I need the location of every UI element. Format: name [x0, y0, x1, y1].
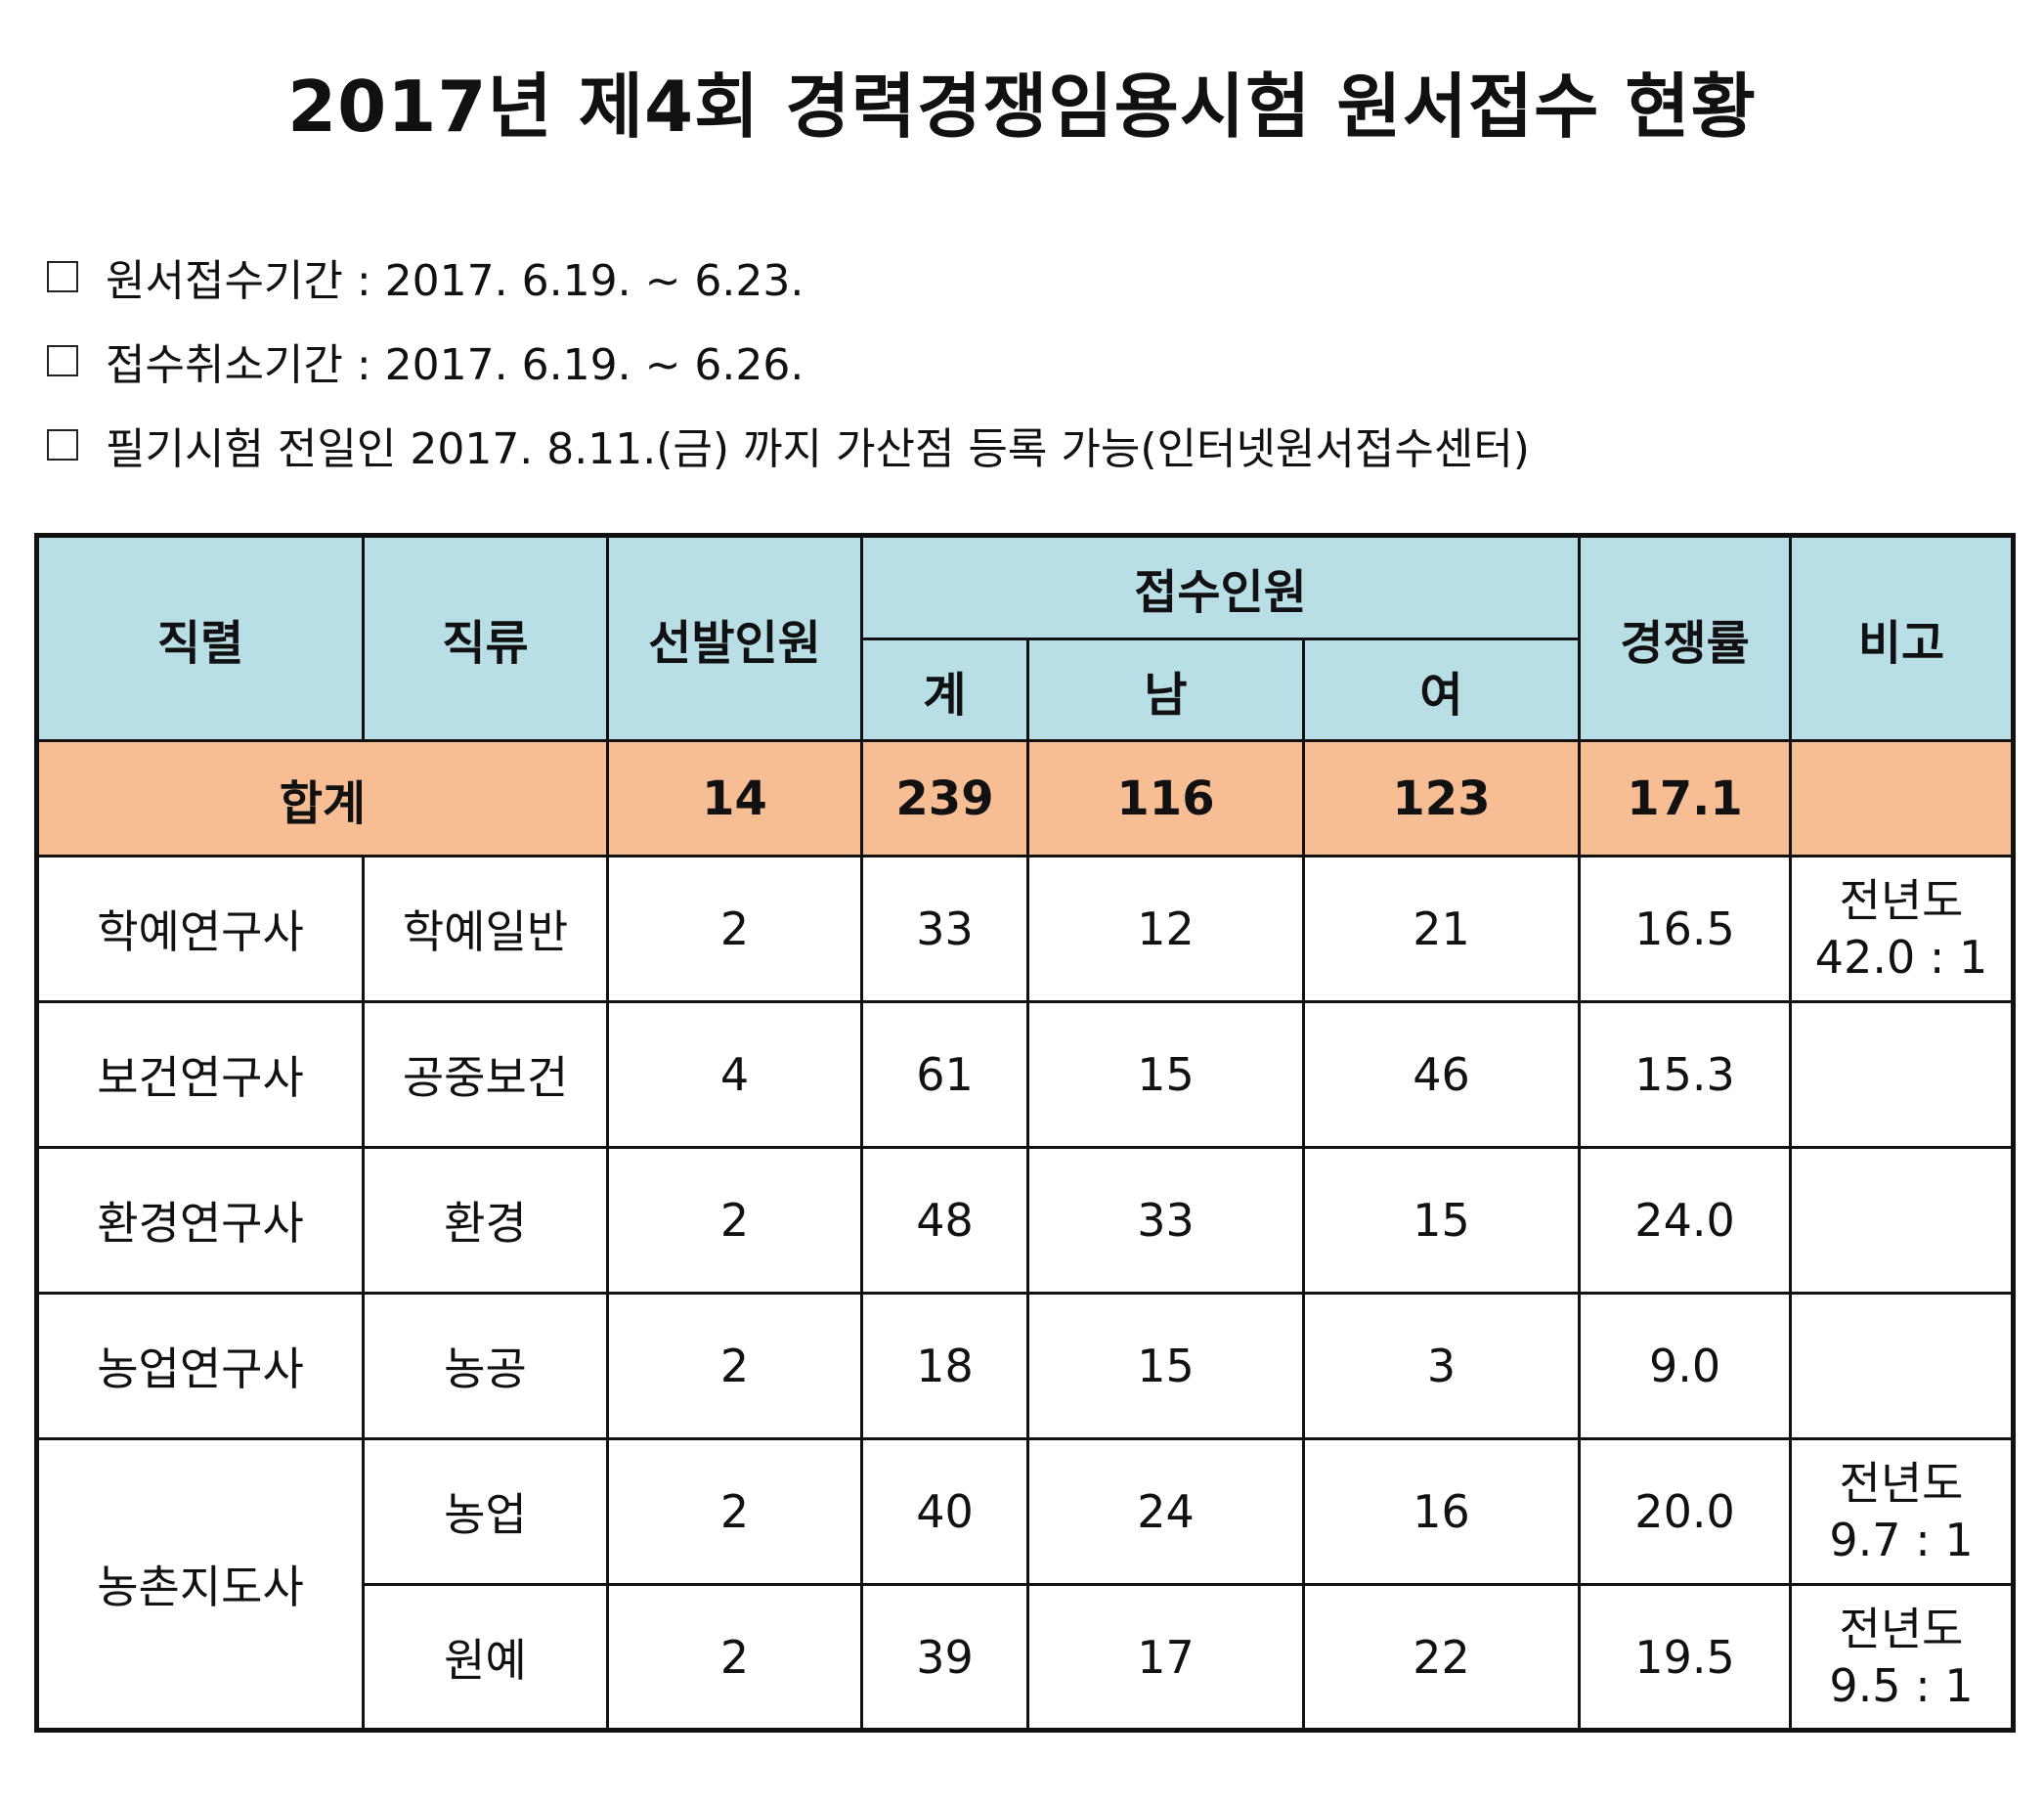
checkbox-square-icon	[47, 345, 78, 376]
total-ratio: 17.1	[1578, 739, 1793, 858]
cell-remark	[1789, 1000, 2016, 1149]
cell-total: 48	[860, 1146, 1029, 1295]
cell-female: 22	[1301, 1583, 1582, 1732]
notice-text: 접수취소기간 : 2017. 6.19. ~ 6.26.	[106, 340, 805, 390]
table-row: 농업연구사 농공 2 18 15 3 9.0	[35, 1292, 2016, 1440]
total-label: 합계	[35, 739, 609, 858]
header-job: 직류	[362, 534, 609, 742]
cell-selected: 2	[606, 1583, 863, 1732]
header-series: 직렬	[35, 534, 365, 742]
notice-list: 원서접수기간 : 2017. 6.19. ~ 6.23. 접수취소기간 : 20…	[47, 235, 1530, 487]
cell-job: 농업	[362, 1437, 609, 1586]
remark-value: 9.7 : 1	[1829, 1514, 1974, 1566]
cell-ratio: 24.0	[1578, 1146, 1793, 1295]
cell-ratio: 16.5	[1578, 855, 1793, 1003]
total-male: 116	[1026, 739, 1305, 858]
checkbox-square-icon	[47, 429, 78, 461]
cell-ratio: 15.3	[1578, 1000, 1793, 1149]
remark-label: 전년도	[1839, 874, 1964, 927]
header-selected: 선발인원	[606, 534, 863, 742]
cell-selected: 2	[606, 855, 863, 1003]
header-applicants: 접수인원	[859, 534, 1582, 640]
cell-total: 40	[860, 1437, 1029, 1586]
table-row: 학예연구사 학예일반 2 33 12 21 16.5 전년도 42.0 : 1	[35, 855, 2016, 1003]
total-remark	[1789, 739, 2016, 858]
cell-male: 33	[1026, 1146, 1305, 1295]
header-remark: 비고	[1789, 534, 2016, 742]
header-ratio: 경쟁률	[1578, 534, 1793, 742]
notice-bonus-points: 필기시험 전일인 2017. 8.11.(금) 까지 가산점 등록 가능(인터넷…	[47, 403, 1530, 487]
cell-remark: 전년도 9.7 : 1	[1789, 1437, 2016, 1586]
cell-job: 농공	[362, 1292, 609, 1440]
notice-cancellation-period: 접수취소기간 : 2017. 6.19. ~ 6.26.	[47, 319, 1530, 403]
total-female: 123	[1301, 739, 1582, 858]
cell-series: 농촌지도사	[35, 1437, 365, 1732]
cell-series: 학예연구사	[35, 855, 365, 1003]
cell-remark	[1789, 1146, 2016, 1295]
cell-female: 15	[1301, 1146, 1582, 1295]
remark-label: 전년도	[1839, 1457, 1964, 1510]
notice-text: 필기시험 전일인 2017. 8.11.(금) 까지 가산점 등록 가능(인터넷…	[106, 424, 1530, 474]
total-selected: 14	[606, 739, 863, 858]
notice-application-period: 원서접수기간 : 2017. 6.19. ~ 6.23.	[47, 235, 1530, 319]
cell-remark	[1789, 1292, 2016, 1440]
cell-total: 39	[860, 1583, 1029, 1732]
cell-series: 환경연구사	[35, 1146, 365, 1295]
header-male: 남	[1026, 638, 1305, 742]
cell-male: 12	[1026, 855, 1305, 1003]
table-row: 환경연구사 환경 2 48 33 15 24.0	[35, 1146, 2016, 1295]
table-header-row: 직렬 직류 선발인원 접수인원 경쟁률 비고	[35, 534, 2016, 742]
checkbox-square-icon	[47, 261, 78, 292]
cell-total: 33	[860, 855, 1029, 1003]
cell-selected: 4	[606, 1000, 863, 1149]
cell-female: 46	[1301, 1000, 1582, 1149]
cell-male: 17	[1026, 1583, 1305, 1732]
cell-remark: 전년도 9.5 : 1	[1789, 1583, 2016, 1732]
cell-female: 16	[1301, 1437, 1582, 1586]
cell-female: 3	[1301, 1292, 1582, 1440]
cell-male: 15	[1026, 1000, 1305, 1149]
total-applicants: 239	[860, 739, 1029, 858]
page-title: 2017년 제4회 경력경쟁임용시험 원서접수 현황	[287, 66, 1757, 148]
cell-series: 보건연구사	[35, 1000, 365, 1149]
table-row: 보건연구사 공중보건 4 61 15 46 15.3	[35, 1000, 2016, 1149]
remark-value: 9.5 : 1	[1829, 1658, 1974, 1712]
cell-total: 18	[860, 1292, 1029, 1440]
cell-ratio: 20.0	[1578, 1437, 1793, 1586]
cell-selected: 2	[606, 1437, 863, 1586]
cell-male: 15	[1026, 1292, 1305, 1440]
notice-text: 원서접수기간 : 2017. 6.19. ~ 6.23.	[106, 256, 805, 306]
cell-job: 원예	[362, 1583, 609, 1732]
cell-male: 24	[1026, 1437, 1305, 1586]
cell-job: 공중보건	[362, 1000, 609, 1149]
cell-selected: 2	[606, 1292, 863, 1440]
cell-job: 환경	[362, 1146, 609, 1295]
remark-label: 전년도	[1839, 1602, 1964, 1655]
remark-value: 42.0 : 1	[1814, 931, 1988, 984]
table-subheader-row: 계 남 여	[37, 638, 2014, 742]
cell-selected: 2	[606, 1146, 863, 1295]
cell-ratio: 9.0	[1578, 1292, 1793, 1440]
table-row: 농촌지도사 농업 2 40 24 16 20.0 전년도 9.7 : 1	[35, 1437, 2016, 1732]
cell-job: 학예일반	[362, 855, 609, 1003]
header-total: 계	[860, 638, 1029, 742]
cell-series: 농업연구사	[35, 1292, 365, 1440]
application-status-table: 직렬 직류 선발인원 접수인원 경쟁률 비고 계 남 여 합계 14 239 1…	[34, 533, 2017, 1733]
cell-remark: 전년도 42.0 : 1	[1789, 855, 2016, 1003]
header-female: 여	[1301, 638, 1582, 742]
table-row: 원예 2 39 17 22 19.5 전년도 9.5 : 1	[37, 1583, 2016, 1732]
cell-total: 61	[860, 1000, 1029, 1149]
cell-female: 21	[1301, 855, 1582, 1003]
cell-ratio: 19.5	[1578, 1583, 1793, 1732]
total-row: 합계 14 239 116 123 17.1	[35, 739, 2016, 858]
